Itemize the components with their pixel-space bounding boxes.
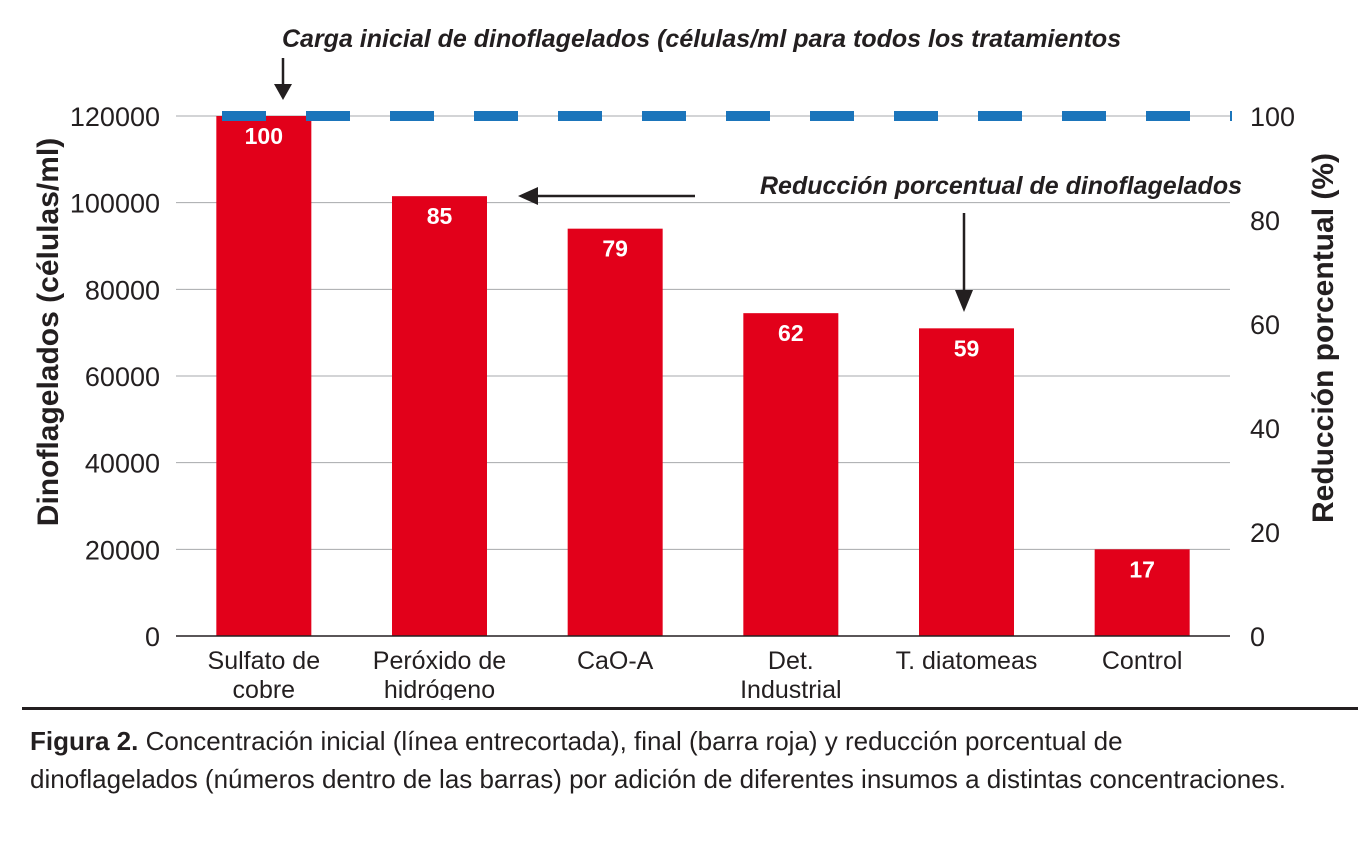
bar-value-label: 79 — [602, 236, 628, 262]
bar — [392, 196, 487, 636]
y-tick-label: 80000 — [85, 275, 160, 305]
x-category-label: T. diatomeas — [896, 647, 1038, 675]
x-category-label: Det. — [768, 647, 814, 675]
y-tick-label: 100000 — [70, 189, 160, 219]
bar — [1094, 549, 1190, 636]
x-category-label: Industrial — [740, 676, 841, 700]
grid-lines — [176, 115, 1230, 550]
x-category-label: cobre — [233, 676, 296, 700]
initial-load-arrow — [274, 58, 292, 100]
y-tick-label: 20000 — [85, 535, 160, 565]
bars — [216, 116, 1190, 636]
y-right-tick-label: 0 — [1250, 622, 1265, 652]
y-right-tick-label: 100 — [1250, 102, 1295, 132]
initial-load-annotation: Carga inicial de dinoflagelados (células… — [282, 25, 1121, 53]
right-y-tick-labels: 0 20 40 60 80 100 — [1250, 102, 1295, 652]
y-tick-label: 0 — [145, 622, 160, 652]
reduction-annotation: Reducción porcentual de dinoflagelados — [760, 172, 1242, 200]
x-category-label: Peróxido de — [373, 647, 506, 675]
bar-chart: 0 20000 40000 60000 80000 100000 120000 0 20 40 6… — [32, 25, 1340, 700]
reduction-arrow-left — [518, 187, 695, 205]
y-right-tick-label: 40 — [1250, 414, 1280, 444]
reduction-arrow-down — [955, 213, 973, 312]
x-category-label: Control — [1102, 647, 1183, 675]
bar-value-label: 59 — [954, 335, 980, 361]
y-tick-label: 40000 — [85, 449, 160, 479]
caption-divider — [22, 707, 1358, 710]
bar — [743, 313, 839, 636]
bar-value-labels: 100 85 79 62 59 17 — [245, 123, 1155, 582]
y-tick-label: 60000 — [85, 362, 160, 392]
caption-text: Concentración inicial (línea entrecortad… — [30, 726, 1286, 794]
bar — [919, 328, 1014, 636]
bar-value-label: 100 — [245, 123, 283, 149]
x-category-label: CaO-A — [577, 647, 654, 675]
bar-value-label: 62 — [778, 320, 804, 346]
bar — [216, 116, 312, 636]
y-right-tick-label: 20 — [1250, 518, 1280, 548]
figure-caption: Figura 2. Concentración inicial (línea e… — [30, 722, 1290, 798]
figure-label: Figura 2. — [30, 726, 139, 756]
y-axis-title: Dinoflagelados (células/ml) — [32, 138, 65, 526]
x-category-label: hidrógeno — [384, 676, 495, 700]
bar — [567, 228, 663, 636]
bar-value-label: 85 — [427, 203, 453, 229]
y-right-tick-label: 80 — [1250, 206, 1280, 236]
bar-value-label: 17 — [1129, 556, 1155, 582]
x-category-label: Sulfato de — [208, 647, 321, 675]
y-right-tick-label: 60 — [1250, 310, 1280, 340]
left-y-tick-labels: 0 20000 40000 60000 80000 100000 120000 — [70, 102, 160, 652]
y-tick-label: 120000 — [70, 102, 160, 132]
y-axis-title-right: Reducción porcentual (%) — [1307, 153, 1340, 523]
